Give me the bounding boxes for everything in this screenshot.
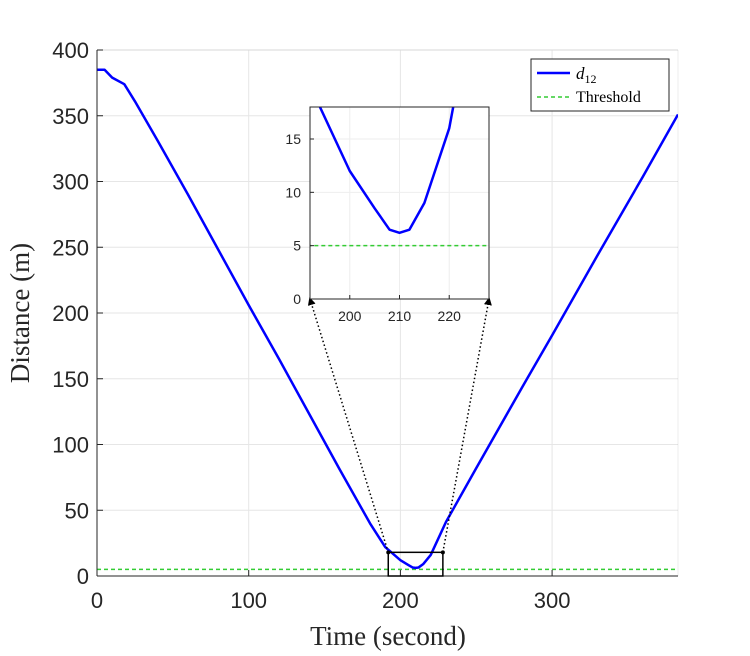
- inset-y-tick-label: 15: [285, 131, 301, 147]
- y-tick-label: 300: [52, 170, 89, 195]
- inset-x-tick-label: 200: [338, 308, 362, 324]
- zoom-corner-dot: [386, 550, 391, 555]
- legend-label-d12: d12: [576, 64, 597, 86]
- x-tick-label: 100: [230, 588, 267, 613]
- inset-ticks: 200 210 220 0 5 10 15: [285, 131, 461, 324]
- x-axis-title: Time (second): [310, 621, 466, 651]
- y-tick-label: 50: [65, 498, 89, 523]
- inset-x-tick-label: 210: [388, 308, 412, 324]
- y-tick-label: 350: [52, 104, 89, 129]
- inset-series-line-d12: [318, 107, 455, 235]
- inset-y-tick-label: 10: [285, 184, 301, 200]
- legend-label-d12-main: d: [576, 64, 585, 83]
- inset-y-tick-label: 0: [293, 291, 301, 307]
- legend-label-threshold: Threshold: [576, 89, 641, 106]
- zoom-corner-dot: [440, 550, 445, 555]
- y-tick-label: 200: [52, 301, 89, 326]
- y-tick-label: 100: [52, 433, 89, 458]
- inset-series-group: [310, 107, 489, 247]
- zoom-connector-right: [442, 297, 492, 553]
- legend-label-d12-sub: 12: [585, 72, 597, 86]
- y-axis-title: Distance (m): [5, 243, 35, 383]
- series-line-d12: [97, 68, 678, 570]
- y-tick-label: 150: [52, 367, 89, 392]
- y-tick-label: 250: [52, 235, 89, 260]
- legend: d12 Threshold: [530, 58, 670, 112]
- y-tick-label: 400: [52, 38, 89, 63]
- main-series-group: [97, 68, 678, 571]
- x-tick-label: 0: [91, 588, 103, 613]
- zoom-connector-left: [307, 297, 389, 553]
- legend-box: [530, 58, 670, 112]
- zoom-box: [387, 551, 444, 577]
- x-tick-label: 200: [382, 588, 419, 613]
- inset-x-tick-label: 220: [438, 308, 462, 324]
- y-tick-label: 0: [77, 564, 89, 589]
- x-tick-label: 300: [534, 588, 571, 613]
- inset-y-tick-label: 5: [293, 238, 301, 254]
